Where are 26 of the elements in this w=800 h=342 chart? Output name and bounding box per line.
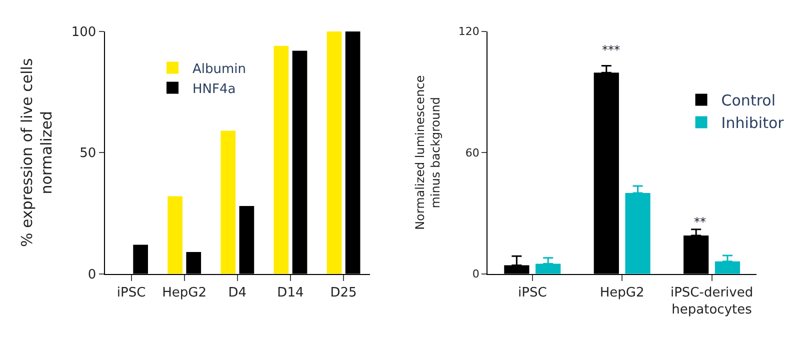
y-tick-label: 120 <box>458 25 480 38</box>
bar <box>274 46 289 274</box>
y-tick-label: 0 <box>88 267 96 282</box>
y-tick-label: 50 <box>80 146 96 162</box>
bar <box>326 31 342 274</box>
legend-label: Inhibitor <box>721 114 785 132</box>
x-tick-label: HepG2 <box>600 285 644 300</box>
bar <box>220 130 236 274</box>
y-axis-title: Normalized luminescence minus background <box>413 75 443 230</box>
x-tick-label: D25 <box>330 285 357 300</box>
legend-label: HNF4a <box>192 82 236 97</box>
x-tick-label: iPSC <box>518 285 547 300</box>
x-tick-label: iPSC-derived hepatocytes <box>670 285 754 318</box>
legend-label: Albumin <box>192 62 246 77</box>
x-tick-label: iPSC <box>116 285 146 300</box>
x-tick-label: HepG2 <box>162 285 207 300</box>
y-axis-title: % expression of live cells normalized <box>18 58 56 247</box>
y-tick-label: 0 <box>472 268 480 281</box>
bar <box>168 196 182 274</box>
y-tick-label: 100 <box>71 24 96 40</box>
x-tick-label: D4 <box>228 285 247 300</box>
annotation: *** <box>602 43 620 57</box>
x-tick-label: D14 <box>277 285 304 300</box>
y-tick-label: 60 <box>465 146 480 160</box>
legend-label: Control <box>721 92 776 110</box>
annotation: ** <box>694 215 706 229</box>
